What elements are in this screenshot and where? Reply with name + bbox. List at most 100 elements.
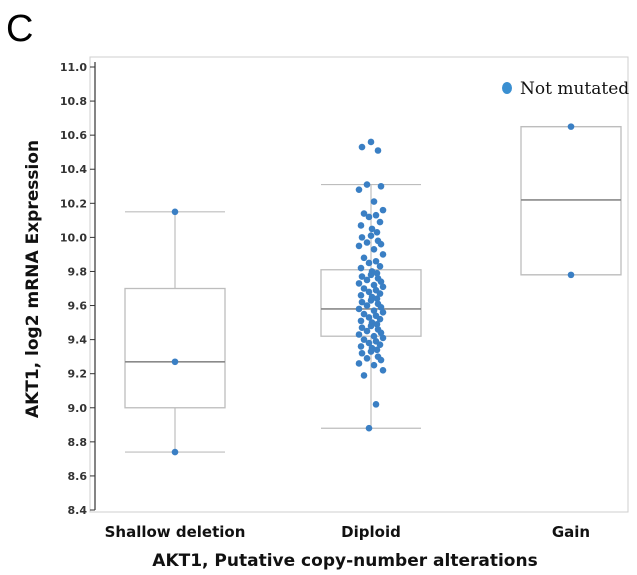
data-point <box>357 343 365 350</box>
data-point <box>370 281 378 289</box>
data-point <box>365 424 373 432</box>
data-point <box>373 346 381 354</box>
data-point <box>355 242 363 250</box>
data-point <box>171 208 179 216</box>
data-point <box>367 271 375 279</box>
data-point <box>372 401 380 408</box>
y-tick-label: 10.0 <box>60 231 87 244</box>
x-category-label: Gain <box>552 523 590 541</box>
y-axis-title: AKT1, log2 mRNA Expression <box>23 140 43 418</box>
data-point <box>363 276 371 284</box>
data-point <box>370 246 378 253</box>
y-tick-label: 8.8 <box>68 436 88 449</box>
data-point <box>365 339 373 347</box>
data-point <box>368 225 376 233</box>
iqr-box <box>124 287 226 409</box>
data-point <box>370 361 378 369</box>
data-point <box>376 341 384 349</box>
data-point <box>376 218 384 226</box>
data-point <box>355 360 363 367</box>
data-point <box>363 302 371 309</box>
data-point <box>373 269 381 277</box>
data-point <box>373 228 381 236</box>
data-point <box>365 213 373 221</box>
data-point <box>358 324 366 331</box>
data-point <box>376 263 384 270</box>
data-point <box>360 285 368 292</box>
data-point <box>358 349 366 357</box>
data-point <box>367 138 375 146</box>
x-category-label: Diploid <box>341 523 401 541</box>
data-point <box>357 317 365 325</box>
panel-letter: C <box>6 8 34 50</box>
data-point <box>355 305 363 313</box>
data-point <box>379 251 387 258</box>
box-shallow-deletion <box>124 211 226 453</box>
x-category-label: Shallow deletion <box>105 523 246 541</box>
data-point <box>355 331 363 338</box>
data-point <box>363 355 371 362</box>
data-point <box>379 206 387 214</box>
plot-frame <box>89 56 629 513</box>
data-point <box>360 336 368 343</box>
y-tick-label: 10.6 <box>60 129 87 142</box>
data-point <box>367 322 375 330</box>
y-tick-label: 11.0 <box>60 61 87 74</box>
data-point <box>567 123 575 130</box>
data-point <box>363 239 371 246</box>
data-point <box>379 334 387 342</box>
data-point <box>567 271 575 279</box>
data-point <box>377 303 385 311</box>
box-diploid <box>320 183 422 429</box>
data-point <box>373 320 381 328</box>
data-point <box>365 314 373 321</box>
y-tick-label: 10.4 <box>60 163 87 176</box>
y-tick-label: 9.4 <box>68 334 88 347</box>
box-gain <box>520 125 622 276</box>
data-point <box>363 327 371 335</box>
legend: Not mutated <box>502 79 629 99</box>
data-point <box>358 234 366 241</box>
y-tick-label: 10.8 <box>60 95 87 108</box>
data-point <box>373 295 381 303</box>
data-point <box>379 309 387 316</box>
data-point <box>379 283 387 291</box>
y-tick-label: 9.8 <box>68 265 88 278</box>
data-point <box>358 143 366 151</box>
legend-label: Not mutated <box>520 79 629 99</box>
y-tick-label: 9.6 <box>68 300 88 313</box>
data-point <box>367 348 375 355</box>
data-point <box>358 298 366 306</box>
data-point <box>355 280 363 287</box>
data-point <box>370 307 378 314</box>
data-point <box>360 310 368 318</box>
data-point <box>367 297 375 304</box>
data-point <box>370 332 378 340</box>
data-point <box>171 358 179 366</box>
data-point <box>360 254 368 262</box>
data-point <box>363 181 371 188</box>
data-point <box>370 198 378 205</box>
data-point <box>377 329 385 337</box>
data-point <box>372 211 380 219</box>
data-point <box>357 222 365 229</box>
data-point <box>377 182 385 190</box>
y-tick-label: 8.6 <box>68 470 88 483</box>
data-point <box>171 448 179 456</box>
data-point <box>367 232 375 239</box>
y-tick-label: 9.2 <box>68 368 88 381</box>
data-point <box>360 372 368 379</box>
data-point <box>377 240 385 248</box>
data-point <box>374 147 382 154</box>
data-point <box>358 273 366 280</box>
x-axis-title: AKT1, Putative copy-number alterations <box>152 551 537 571</box>
data-point <box>355 186 363 193</box>
y-tick-label: 9.0 <box>68 402 88 415</box>
data-point <box>365 259 373 267</box>
y-tick-label: 10.2 <box>60 197 87 210</box>
data-point <box>365 288 373 296</box>
data-point <box>377 278 385 285</box>
data-point <box>357 264 365 272</box>
data-point <box>376 290 384 297</box>
data-point <box>377 356 385 364</box>
